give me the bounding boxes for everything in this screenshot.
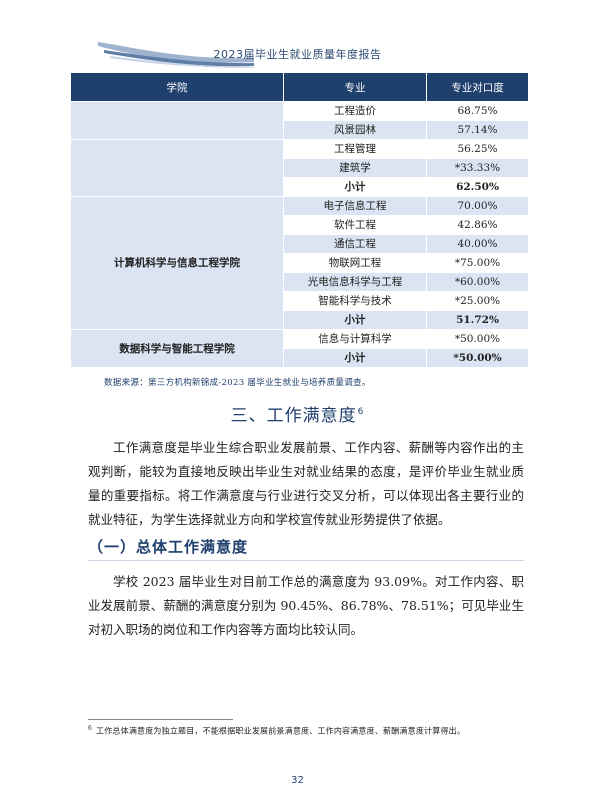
table-row: 建筑学 *33.33% bbox=[71, 158, 529, 178]
major-cell: 光电信息科学与工程 bbox=[283, 272, 427, 292]
subsection-paragraph: 学校 2023 届毕业生对目前工作总的满意度为 93.09%。对工作内容、职业发… bbox=[88, 574, 524, 637]
footnote-divider bbox=[88, 719, 233, 720]
match-rate-cell: *33.33% bbox=[426, 158, 529, 178]
table-row: 智能科学与技术 *25.00% bbox=[71, 291, 529, 311]
major-cell: 物联网工程 bbox=[283, 253, 427, 273]
match-rate-cell: 70.00% bbox=[426, 196, 529, 216]
major-cell: 通信工程 bbox=[283, 234, 427, 254]
subtotal-row: 小计 51.72% bbox=[71, 310, 529, 330]
report-logo-swoosh bbox=[98, 42, 254, 68]
section-title: 三、工作满意度6 bbox=[0, 401, 595, 426]
major-cell: 软件工程 bbox=[283, 215, 427, 235]
header-title: 2023届毕业生就业质量年度报告 bbox=[213, 48, 382, 61]
major-cell: 工程管理 bbox=[283, 139, 427, 159]
match-rate-cell: 68.75% bbox=[426, 101, 529, 121]
table-row: 软件工程 42.86% bbox=[71, 215, 529, 235]
column-header-college: 学院 bbox=[70, 72, 284, 102]
table-row: 光电信息科学与工程 *60.00% bbox=[71, 272, 529, 292]
major-cell: 智能科学与技术 bbox=[283, 291, 427, 311]
subsection-title: （一）总体工作满意度 bbox=[88, 538, 249, 556]
column-header-major: 专业 bbox=[283, 72, 427, 102]
match-rate-cell: 42.86% bbox=[426, 215, 529, 235]
source-note: 数据来源：第三方机构新锦成-2023 届毕业生就业与培养质量调查。 bbox=[104, 378, 371, 388]
table-row: 物联网工程 *75.00% bbox=[71, 253, 529, 273]
major-cell: 风景园林 bbox=[283, 120, 427, 140]
college-cell bbox=[70, 139, 284, 197]
table-body: 工程造价 68.75% 风景园林 57.14% 工程管理 56.25% 建筑学 *33.33%… bbox=[70, 101, 529, 368]
column-header-match-rate: 专业对口度 bbox=[426, 72, 529, 102]
subtotal-row: 小计 *50.00% bbox=[71, 348, 529, 368]
college-cell: 数据科学与智能工程学院 bbox=[70, 329, 284, 368]
match-rate-cell: *50.00% bbox=[426, 329, 529, 349]
subsection-divider bbox=[88, 560, 524, 561]
match-rate-cell: 40.00% bbox=[426, 234, 529, 254]
match-rate-cell: *60.00% bbox=[426, 272, 529, 292]
match-rate-cell: *25.00% bbox=[426, 291, 529, 311]
major-cell: 信息与计算科学 bbox=[283, 329, 427, 349]
table-header-row: 学院 专业 专业对口度 bbox=[70, 72, 529, 102]
major-cell: 建筑学 bbox=[283, 158, 427, 178]
major-cell: 小计 bbox=[283, 177, 427, 197]
major-cell: 小计 bbox=[283, 310, 427, 330]
subtotal-row: 小计 62.50% bbox=[71, 177, 529, 197]
match-rate-cell: 51.72% bbox=[426, 310, 529, 330]
match-rate-cell: *50.00% bbox=[426, 348, 529, 368]
table-row: 工程造价 68.75% bbox=[70, 101, 529, 140]
major-cell: 小计 bbox=[283, 348, 427, 368]
match-rate-cell: 56.25% bbox=[426, 139, 529, 159]
table-row: 工程管理 56.25% bbox=[70, 139, 529, 197]
table-row: 风景园林 57.14% bbox=[71, 120, 529, 140]
page-number: 32 bbox=[291, 775, 304, 786]
major-cell: 电子信息工程 bbox=[283, 196, 427, 216]
table-row: 数据科学与智能工程学院 信息与计算科学 *50.00% bbox=[70, 329, 529, 368]
section-paragraph: 工作满意度是毕业生综合职业发展前景、工作内容、薪酬等内容作出的主观判断，能较为直… bbox=[88, 440, 524, 527]
footnote-mark: 6 bbox=[88, 725, 93, 732]
college-cell: 计算机科学与信息工程学院 bbox=[70, 196, 284, 330]
table-row: 计算机科学与信息工程学院 电子信息工程 70.00% bbox=[70, 196, 529, 330]
section-title-text: 三、工作满意度 bbox=[230, 406, 357, 426]
footnote-text: 工作总体满意度为独立题目，不能根据职业发展前景满意度、工作内容满意度、薪酬满意度… bbox=[96, 726, 466, 736]
major-cell: 工程造价 bbox=[283, 101, 427, 121]
match-rate-cell: 62.50% bbox=[426, 177, 529, 197]
footnote-reference: 6 bbox=[357, 407, 365, 418]
major-match-table: 学院 专业 专业对口度 工程造价 68.75% 风景园林 57.14% 工程管理 56.2… bbox=[70, 72, 529, 368]
table-row: 通信工程 40.00% bbox=[71, 234, 529, 254]
footnote: 6 工作总体满意度为独立题目，不能根据职业发展前景满意度、工作内容满意度、薪酬满意… bbox=[88, 725, 528, 737]
match-rate-cell: 57.14% bbox=[426, 120, 529, 140]
college-cell bbox=[70, 101, 284, 140]
match-rate-cell: *75.00% bbox=[426, 253, 529, 273]
